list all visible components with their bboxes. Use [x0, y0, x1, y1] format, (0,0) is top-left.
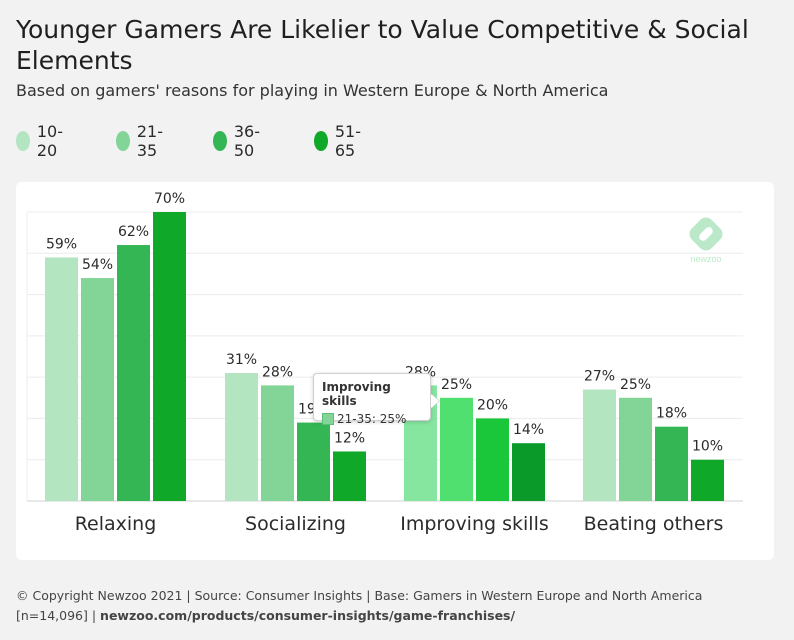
bar-relaxing-21-35[interactable] [81, 278, 114, 501]
legend-item-51-65[interactable]: 51-65 [314, 122, 367, 160]
value-label: 12% [334, 430, 365, 446]
legend-swatch-36-50 [213, 131, 227, 151]
bar-beating-others-51-65[interactable] [691, 459, 724, 501]
tooltip-swatch [322, 413, 334, 425]
legend-label-21-35: 21-35 [136, 122, 164, 160]
category-label: Improving skills [400, 513, 549, 535]
bar-socializing-21-35[interactable] [261, 385, 294, 501]
value-label: 27% [584, 369, 615, 385]
legend-item-36-50[interactable]: 36-50 [213, 122, 266, 160]
bar-improving-skills-21-35[interactable] [440, 397, 473, 501]
value-label: 70% [154, 191, 185, 207]
legend-swatch-21-35 [116, 131, 130, 151]
category-labels: Relaxing Socializing Improving skills Beati… [75, 513, 724, 535]
value-label: 54% [82, 257, 113, 273]
tooltip-title: Improving skills [322, 380, 391, 408]
category-label: Beating others [584, 513, 724, 535]
bar-socializing-51-65[interactable] [333, 451, 366, 501]
bar-beating-others-10-20[interactable] [583, 389, 616, 501]
bar-socializing-10-20[interactable] [225, 373, 258, 501]
bar-socializing-36-50[interactable] [297, 422, 330, 501]
newzoo-logo-icon: newzoo [689, 217, 723, 264]
legend-label-36-50: 36-50 [233, 122, 261, 160]
category-label: Socializing [245, 513, 346, 535]
footer: © Copyright Newzoo 2021 | Source: Consum… [16, 586, 776, 626]
legend-item-21-35[interactable]: 21-35 [116, 122, 169, 160]
legend-swatch-10-20 [16, 131, 30, 151]
chart-title: Younger Gamers Are Likelier to Value Com… [16, 15, 749, 75]
footer-line-1: © Copyright Newzoo 2021 | Source: Consum… [16, 588, 703, 603]
bar-relaxing-51-65[interactable] [153, 212, 186, 501]
bar-beating-others-21-35[interactable] [619, 397, 652, 501]
legend-swatch-51-65 [314, 131, 328, 151]
tooltip-row: 21-35: 25% [322, 412, 422, 426]
value-label: 28% [262, 364, 293, 380]
legend-item-10-20[interactable]: 10-20 [16, 122, 69, 160]
footer-line-2: [n=14,096] | newzoo.com/products/consume… [16, 606, 776, 626]
value-label: 20% [477, 397, 508, 413]
value-label: 59% [46, 236, 77, 252]
bar-improving-skills-51-65[interactable] [512, 443, 545, 501]
legend-label-51-65: 51-65 [334, 122, 362, 160]
tooltip-text: 21-35: 25% [337, 412, 407, 426]
value-label: 14% [513, 422, 544, 438]
tooltip-arrow [431, 394, 439, 408]
value-label: 18% [656, 406, 687, 422]
bar-relaxing-36-50[interactable] [117, 245, 150, 501]
value-label: 62% [118, 224, 149, 240]
footer-link[interactable]: newzoo.com/products/consumer-insights/ga… [100, 608, 516, 623]
bar-relaxing-10-20[interactable] [45, 257, 78, 501]
legend-label-10-20: 10-20 [36, 122, 64, 160]
category-label: Relaxing [75, 513, 157, 535]
value-label: 10% [692, 439, 723, 455]
footer-sample: [n=14,096] | [16, 608, 101, 623]
value-label: 31% [226, 352, 257, 368]
bars [45, 212, 724, 501]
value-labels: 59%54%62%70%31%28%19%12%28%25%20%14%27%2… [46, 191, 723, 455]
chart-subtitle: Based on gamers' reasons for playing in … [16, 81, 609, 100]
value-label: 25% [441, 377, 472, 393]
bar-improving-skills-36-50[interactable] [476, 418, 509, 501]
value-label: 25% [620, 377, 651, 393]
bar-beating-others-36-50[interactable] [655, 426, 688, 501]
logo-text: newzoo [690, 254, 721, 264]
tooltip: Improving skills 21-35: 25% [313, 373, 431, 426]
